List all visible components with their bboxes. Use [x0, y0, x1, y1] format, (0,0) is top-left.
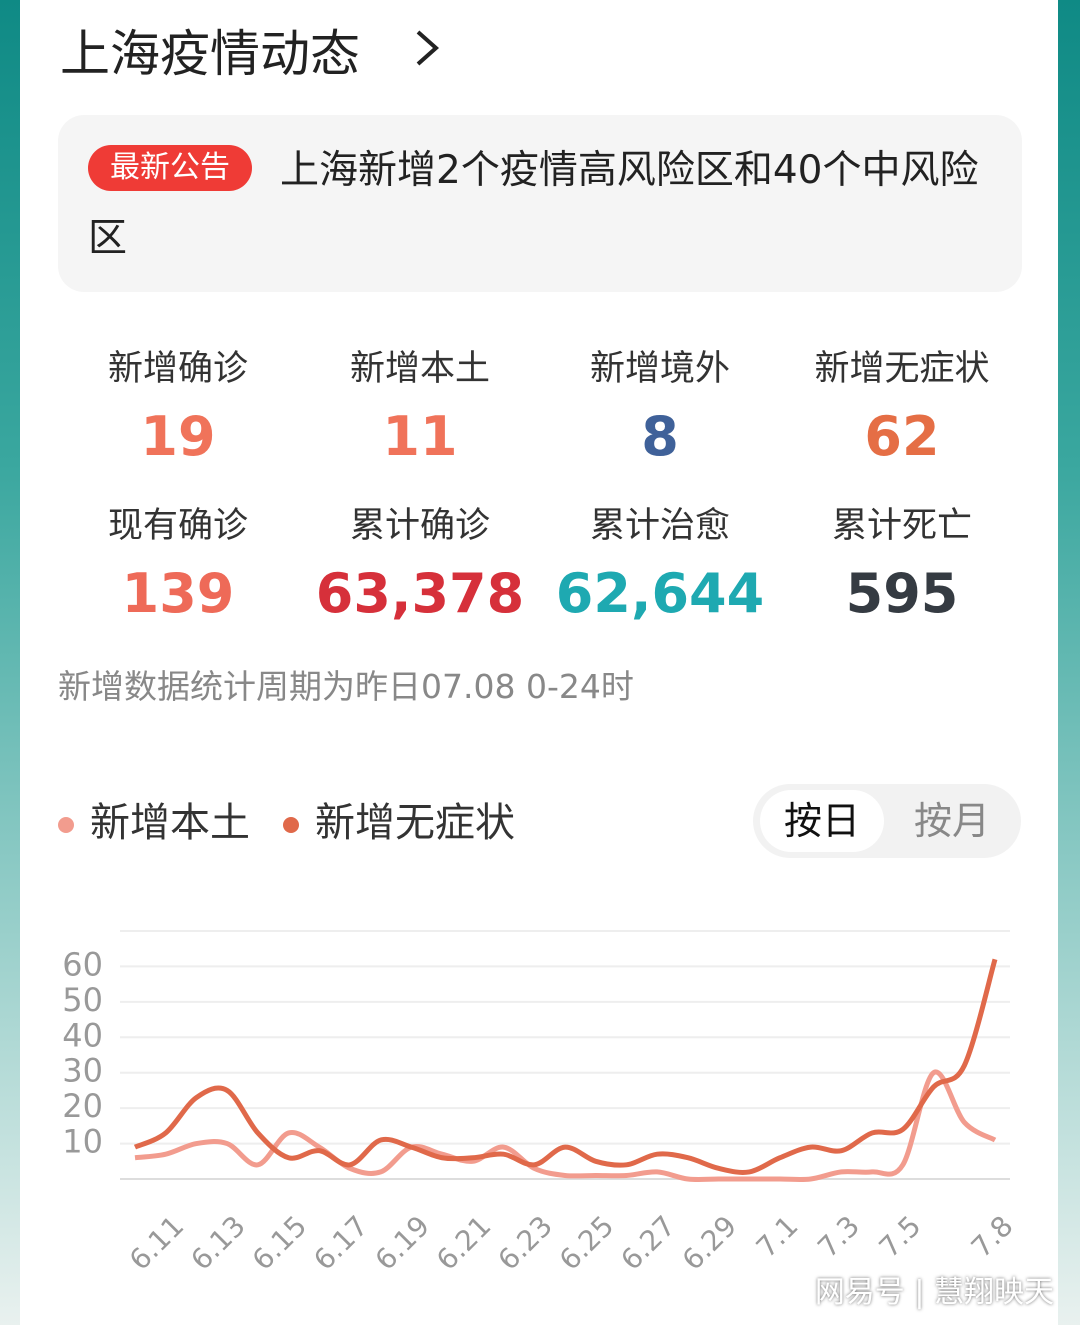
- stat-label: 新增无症状: [814, 349, 990, 389]
- stat-value: 8: [641, 405, 679, 468]
- y-tick-label: 40: [62, 1016, 103, 1054]
- notice-text: 上海新增2个疫情高风险区和40个中风险区: [88, 148, 979, 261]
- x-tick-label: 6.11: [123, 1209, 190, 1276]
- stat: 累计确诊 63,378: [300, 497, 540, 625]
- stat: 新增本土 11: [300, 340, 540, 468]
- y-tick-label: 50: [62, 981, 103, 1019]
- x-tick-label: 6.23: [491, 1209, 558, 1276]
- x-tick-label: 6.17: [307, 1209, 374, 1276]
- stat-label: 累计确诊: [349, 506, 490, 546]
- legend-dot: [58, 817, 74, 833]
- stat-label: 新增境外: [589, 349, 730, 389]
- page-title[interactable]: 上海疫情动态: [60, 25, 360, 83]
- legend-dot: [283, 817, 299, 833]
- notice: 最新公告 上海新增2个疫情高风险区和40个中风险区: [88, 137, 998, 273]
- x-tick-label: 6.13: [184, 1209, 251, 1276]
- x-tick-label: 7.5: [873, 1209, 928, 1264]
- x-tick-label: 6.29: [676, 1209, 743, 1276]
- stat: 新增无症状 62: [782, 340, 1022, 468]
- stat: 累计治愈 62,644: [540, 497, 780, 625]
- stat-label: 现有确诊: [107, 506, 248, 546]
- footnote: 新增数据统计周期为昨日07.08 0-24时: [58, 667, 634, 706]
- x-tick-label: 6.25: [553, 1209, 620, 1276]
- notice-tag: 最新公告: [88, 145, 252, 191]
- stat-value: 62,644: [555, 562, 765, 625]
- stat-label: 累计死亡: [831, 506, 972, 546]
- x-tick-label: 6.15: [246, 1209, 313, 1276]
- x-tick-label: 6.21: [430, 1209, 497, 1276]
- stat-label: 累计治愈: [589, 506, 730, 546]
- y-tick-label: 30: [62, 1052, 103, 1090]
- notice-box[interactable]: 最新公告 上海新增2个疫情高风险区和40个中风险区: [58, 115, 1022, 292]
- stat: 累计死亡 595: [782, 497, 1022, 625]
- stat-label: 新增本土: [349, 349, 490, 389]
- x-tick-label: 6.27: [614, 1209, 681, 1276]
- chevron[interactable]: [412, 28, 442, 68]
- y-tick-label: 60: [62, 945, 103, 983]
- legend-label: 新增无症状: [315, 800, 515, 846]
- y-tick-label: 20: [62, 1087, 103, 1125]
- watermark: 网易号 | 慧翔映天: [814, 1275, 1054, 1310]
- x-tick-label: 7.3: [811, 1209, 866, 1264]
- stat-value: 595: [845, 562, 959, 625]
- stat-value: 19: [140, 405, 216, 468]
- stat: 新增境外 8: [540, 340, 780, 468]
- stat-value: 63,378: [315, 562, 525, 625]
- stat-label: 新增确诊: [107, 349, 248, 389]
- stat: 现有确诊 139: [58, 497, 298, 625]
- legend-label: 新增本土: [90, 800, 250, 846]
- stat: 新增确诊 19: [58, 340, 298, 468]
- toggle-month[interactable]: 按月: [913, 799, 990, 843]
- stat-value: 11: [382, 405, 458, 468]
- stat-value: 62: [864, 405, 940, 468]
- y-tick-label: 10: [62, 1123, 103, 1161]
- x-tick-label: 6.19: [369, 1209, 436, 1276]
- line: [134, 1069, 997, 1183]
- x-tick-label: 7.1: [750, 1209, 805, 1264]
- stat-value: 139: [121, 562, 235, 625]
- x-tick-label: 7.8: [965, 1209, 1020, 1264]
- toggle-day[interactable]: 按日: [760, 790, 884, 852]
- toggle: 按日 按月: [753, 784, 1021, 858]
- line: [133, 958, 998, 1175]
